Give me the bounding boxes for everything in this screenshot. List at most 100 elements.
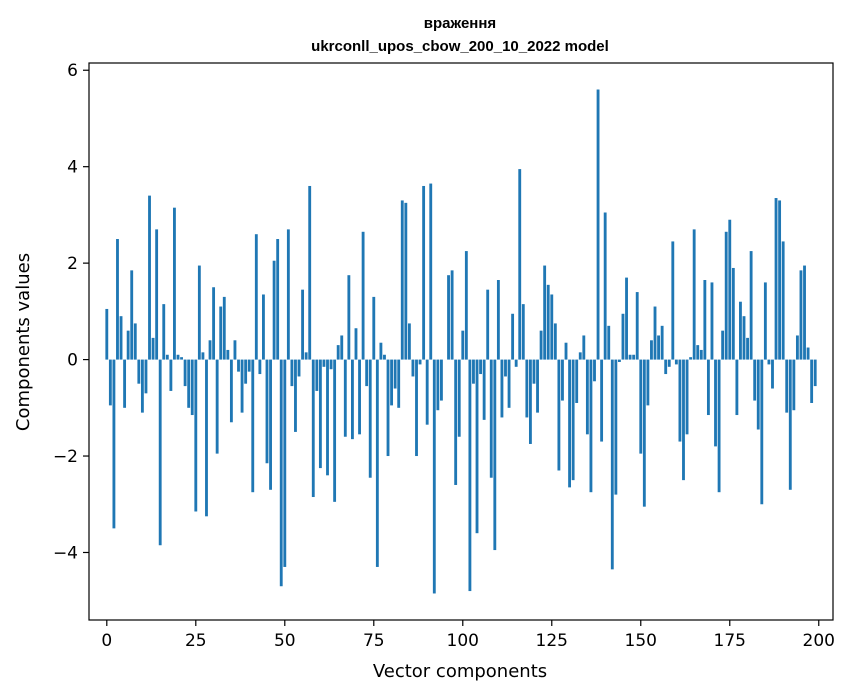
bar-160 <box>674 359 678 365</box>
bar-128 <box>561 359 564 401</box>
bar-117 <box>521 304 525 360</box>
y-tick-label: 6 <box>67 61 78 81</box>
bar-170 <box>710 282 714 360</box>
bar-58 <box>311 359 315 498</box>
bar-150 <box>639 359 643 454</box>
bar-34 <box>226 349 230 360</box>
bar-79 <box>386 359 390 457</box>
bar-10 <box>140 359 144 413</box>
bar-136 <box>589 359 593 493</box>
bar-177 <box>735 359 739 416</box>
bar-180 <box>746 337 749 360</box>
x-tick-label: 75 <box>363 631 385 651</box>
bar-88 <box>418 359 422 365</box>
bar-181 <box>749 251 753 360</box>
bar-47 <box>272 260 276 360</box>
x-tick-label: 50 <box>274 631 296 651</box>
bar-143 <box>614 359 618 495</box>
bar-48 <box>276 239 280 360</box>
bar-104 <box>475 359 479 534</box>
bar-54 <box>297 359 301 377</box>
bar-194 <box>795 335 799 360</box>
bar-115 <box>514 359 518 367</box>
bar-190 <box>781 241 785 360</box>
bar-137 <box>593 359 596 382</box>
bar-178 <box>739 301 742 360</box>
x-tick-label: 100 <box>447 631 479 651</box>
bar-96 <box>447 275 450 360</box>
bar-73 <box>365 359 369 387</box>
bar-144 <box>617 359 621 362</box>
bar-22 <box>183 359 187 387</box>
bar-120 <box>532 359 536 384</box>
plot-frame <box>88 62 834 621</box>
x-tick-label: 175 <box>714 631 746 651</box>
bar-171 <box>714 359 717 447</box>
bar-103 <box>472 359 475 384</box>
bar-90 <box>425 359 429 425</box>
bar-21 <box>180 357 183 360</box>
bar-series <box>105 89 817 594</box>
y-tick-label: 2 <box>67 254 78 274</box>
bar-12 <box>148 195 151 360</box>
bar-71 <box>358 359 361 435</box>
bar-80 <box>390 359 394 406</box>
bar-28 <box>205 359 208 517</box>
bar-186 <box>767 359 771 365</box>
bar-37 <box>237 359 240 372</box>
bar-155 <box>657 335 660 360</box>
bar-0 <box>105 308 109 360</box>
bar-141 <box>607 325 611 360</box>
x-tick-label: 150 <box>625 631 657 651</box>
bar-163 <box>685 359 689 435</box>
bar-166 <box>696 345 700 360</box>
bar-87 <box>415 359 418 457</box>
bar-19 <box>173 207 176 360</box>
bar-26 <box>197 265 201 360</box>
y-tick-label: −4 <box>53 543 78 563</box>
bar-109 <box>493 359 497 551</box>
x-tick-label: 25 <box>185 631 207 651</box>
bar-148 <box>632 354 636 360</box>
bar-122 <box>539 330 543 360</box>
bar-68 <box>347 275 351 360</box>
y-tick-label: 4 <box>67 158 78 178</box>
bar-13 <box>151 337 155 360</box>
axes: 0 25 50 75 100 125 150 175 200 −4 −2 0 2 4 6 <box>53 61 835 651</box>
bar-185 <box>763 282 767 360</box>
bar-24 <box>190 359 194 416</box>
bar-32 <box>219 306 223 360</box>
bar-152 <box>646 359 650 406</box>
bar-146 <box>625 277 628 360</box>
bar-165 <box>692 229 696 360</box>
bar-113 <box>507 359 511 408</box>
bar-38 <box>240 359 244 413</box>
bar-126 <box>553 323 557 360</box>
bar-135 <box>585 359 589 435</box>
bar-16 <box>162 304 166 360</box>
chart-title-line-2: ukrconll_upos_cbow_200_10_2022 model <box>311 38 609 55</box>
bar-132 <box>575 359 579 403</box>
bar-18 <box>169 359 173 391</box>
bar-5 <box>123 359 127 408</box>
bar-42 <box>254 234 258 360</box>
bar-31 <box>215 359 219 454</box>
bar-188 <box>774 198 778 360</box>
y-axis-label: Components values <box>13 253 34 431</box>
bar-57 <box>308 185 312 360</box>
bar-9 <box>137 359 141 384</box>
bar-23 <box>187 359 191 408</box>
bar-184 <box>760 359 764 505</box>
bar-64 <box>333 359 337 502</box>
bar-8 <box>133 323 137 360</box>
bar-195 <box>799 270 803 360</box>
bar-66 <box>340 335 344 360</box>
bar-157 <box>664 359 668 375</box>
bar-196 <box>803 265 806 360</box>
bar-111 <box>500 359 504 418</box>
bar-140 <box>603 212 607 360</box>
bar-192 <box>788 359 792 490</box>
bar-107 <box>486 289 490 360</box>
bar-154 <box>653 306 657 360</box>
bar-193 <box>792 359 796 411</box>
